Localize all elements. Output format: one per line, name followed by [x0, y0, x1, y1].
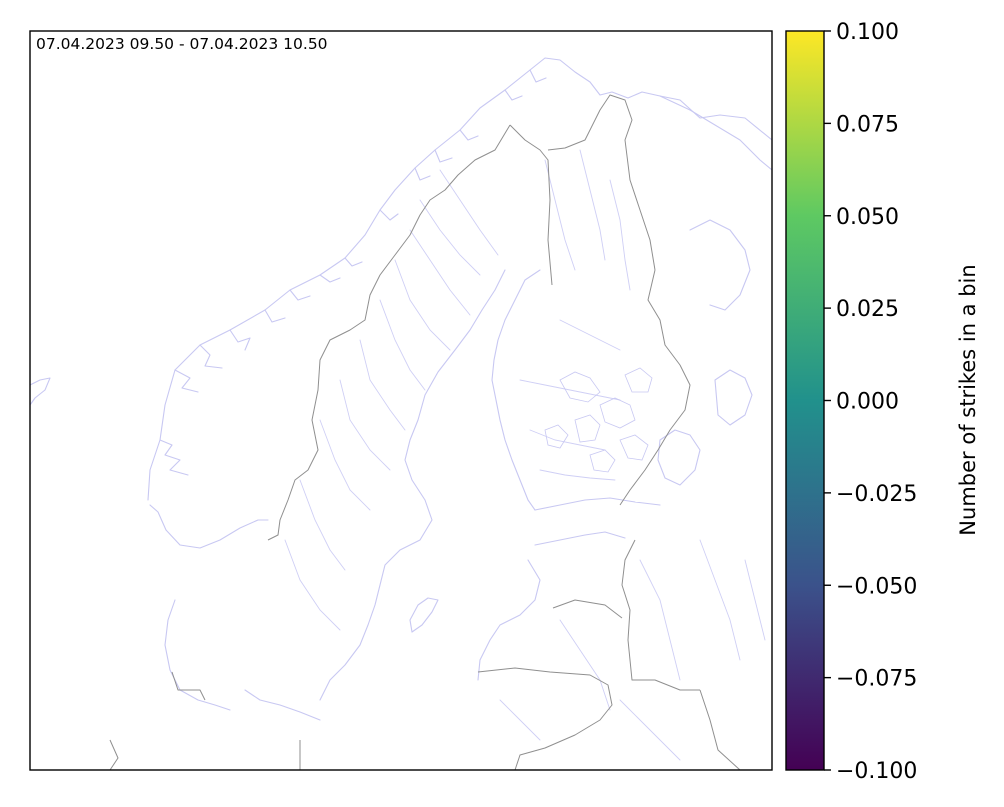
norway-sweden-border [267, 124, 511, 541]
time-range-label: 07.04.2023 09.50 - 07.04.2023 10.50 [36, 35, 328, 53]
map-panel[interactable]: 07.04.2023 09.50 - 07.04.2023 10.50 [29, 30, 773, 771]
gulf-of-finland-coast [477, 497, 661, 681]
scandinavia-coastline [147, 57, 772, 501]
baltic-rivers [499, 539, 766, 761]
finland-rivers [519, 149, 631, 481]
colorbar-tick-label: 0.075 [836, 112, 899, 137]
finland-norway-border [547, 94, 656, 271]
sweden-east-coast [319, 269, 506, 701]
white-sea-coast [689, 219, 751, 311]
finnish-lakes [544, 367, 653, 473]
sweden-finland-border [509, 124, 553, 286]
colorbar-label: Number of strikes in a bin [956, 264, 980, 535]
finland-russia-border [619, 269, 691, 506]
west-island [30, 377, 51, 406]
colorbar-tick-label: −0.050 [836, 574, 917, 599]
map-frame [29, 30, 773, 771]
colorbar-tick-label: −0.025 [836, 482, 917, 507]
colorbar-ticks: 0.100 0.075 0.050 0.025 0.000 −0.025 −0.050 −0.… [824, 20, 917, 784]
sweden-rivers [284, 169, 499, 631]
colorbar-tick-label: 0.050 [836, 205, 899, 230]
baltic-borders [109, 539, 741, 770]
finland-west-coast [491, 269, 541, 511]
colorbar-tick-label: −0.100 [836, 759, 917, 784]
norway-fjords [149, 69, 547, 549]
lake-onega [714, 369, 753, 426]
kola-coast [659, 95, 772, 171]
colorbar-tick-label: 0.000 [836, 390, 899, 415]
gotland-island [409, 597, 439, 633]
colorbar-tick-label: 0.025 [836, 297, 899, 322]
colorbar: 0.100 0.075 0.050 0.025 0.000 −0.025 −0.050 −0.… [785, 20, 980, 784]
colorbar-tick-label: 0.100 [836, 20, 899, 45]
lake-ladoga [657, 429, 701, 486]
colorbar-tick-label: −0.075 [836, 667, 917, 692]
colorbar-gradient [786, 31, 824, 770]
